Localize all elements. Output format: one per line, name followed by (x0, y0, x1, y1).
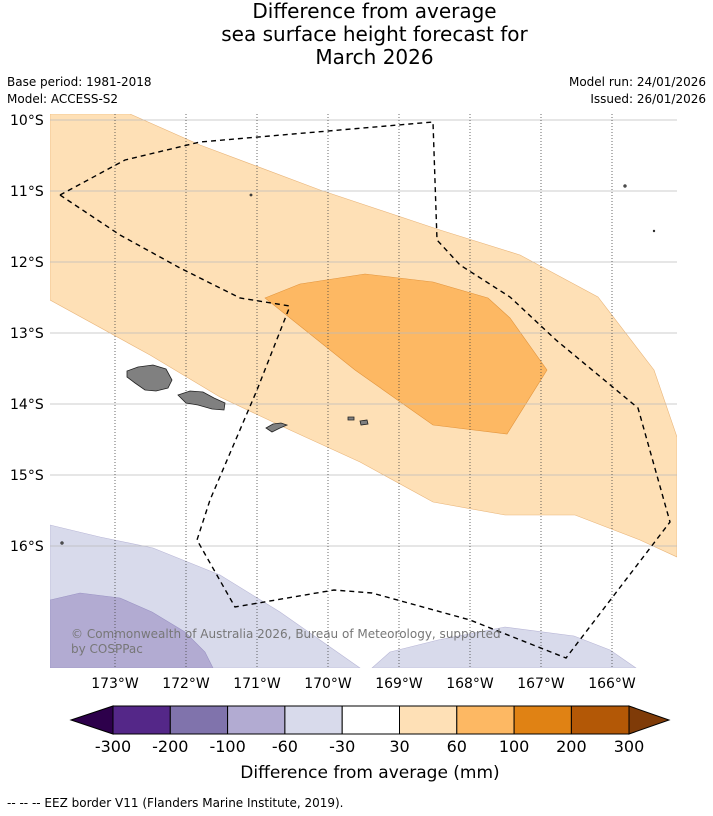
eez-footnote: -- -- -- EEZ border V11 (Flanders Marine… (7, 796, 344, 810)
longitude-labels: 173°W 172°W 171°W 170°W 169°W 168°W 167°… (91, 676, 636, 692)
lat-label: 12°S (10, 255, 44, 271)
colorbar: -300 -200 -100 -60 -30 30 60 100 200 300… (69, 705, 671, 783)
colorbar-tick: -100 (209, 737, 245, 756)
base-period: Base period: 1981-2018 (7, 75, 152, 89)
island-tau (359, 419, 369, 426)
colorbar-tick: 300 (614, 737, 645, 756)
copyright-line-2: by COSPPac (71, 642, 143, 656)
colorbar-segment (341, 705, 401, 735)
anomaly-band-60-100 (264, 273, 548, 435)
colorbar-segment (169, 705, 229, 735)
lon-label: 168°W (446, 676, 494, 692)
colorbar-arrow-left (69, 705, 114, 735)
lon-label: 169°W (375, 676, 423, 692)
colorbar-tick: 100 (499, 737, 530, 756)
colorbar-tick: -300 (95, 737, 131, 756)
model-run: Model run: 24/01/2026 (568, 75, 706, 89)
lat-label: 14°S (10, 397, 44, 413)
colorbar-tick: -200 (152, 737, 188, 756)
anomaly-band-neg60-neg100 (50, 592, 214, 668)
latitude-labels: 10°S 11°S 12°S 13°S 14°S 15°S 16°S (10, 113, 44, 555)
lon-label: 170°W (304, 676, 352, 692)
lon-label: 167°W (517, 676, 565, 692)
islet-1 (249, 193, 253, 197)
lat-label: 16°S (10, 539, 44, 555)
lat-label: 11°S (10, 184, 44, 200)
lon-label: 166°W (588, 676, 636, 692)
latitude-gridlines (50, 119, 677, 547)
colorbar-tick: 60 (447, 737, 467, 756)
eez-tokelau-west (59, 121, 671, 659)
lat-label: 13°S (10, 326, 44, 342)
island-tutuila (265, 422, 289, 433)
colorbar-tick: 30 (389, 737, 409, 756)
colorbar-segment (513, 705, 572, 735)
model-name: Model: ACCESS-S2 (7, 92, 119, 106)
lat-label: 15°S (10, 468, 44, 484)
islet-2 (623, 184, 627, 188)
lon-label: 171°W (233, 676, 281, 692)
island-upolu (177, 390, 226, 411)
anomaly-band-neg30-neg60-east (371, 626, 637, 668)
map-area: © Commonwealth of Australia 2026, Bureau… (50, 114, 677, 668)
colorbar-tick: -60 (272, 737, 298, 756)
lat-label: 10°S (10, 113, 44, 129)
island-savaii (126, 364, 173, 392)
colorbar-title: Difference from average (mm) (240, 763, 499, 783)
colorbar-segment (456, 705, 515, 735)
islet-3 (652, 229, 656, 233)
title-line-2: sea surface height forecast for (221, 22, 528, 46)
colorbar-segment (112, 705, 171, 735)
longitude-gridlines (114, 114, 613, 668)
colorbar-segment (570, 705, 630, 735)
colorbar-segment (399, 705, 458, 735)
colorbar-tick: 200 (556, 737, 587, 756)
issued-date: Issued: 26/01/2026 (590, 92, 706, 106)
colorbar-segment (227, 705, 286, 735)
colorbar-segment (284, 705, 343, 735)
lon-label: 173°W (91, 676, 139, 692)
eez-samoa (59, 194, 291, 307)
chart-title: Difference from average sea surface heig… (0, 0, 713, 69)
meta-right: Model run: 24/01/2026 Issued: 26/01/2026 (569, 74, 706, 108)
islands (60, 184, 656, 545)
colorbar-arrow-right (628, 705, 671, 735)
islet-4 (60, 541, 64, 545)
eez-borders (59, 121, 671, 659)
copyright-line-1: © Commonwealth of Australia 2026, Bureau… (71, 627, 501, 641)
colorbar-tick: -30 (329, 737, 355, 756)
title-line-1: Difference from average (252, 0, 497, 23)
title-line-3: March 2026 (315, 45, 434, 69)
meta-left: Base period: 1981-2018 Model: ACCESS-S2 (7, 74, 152, 108)
island-ofu (347, 416, 355, 421)
lon-label: 172°W (162, 676, 210, 692)
